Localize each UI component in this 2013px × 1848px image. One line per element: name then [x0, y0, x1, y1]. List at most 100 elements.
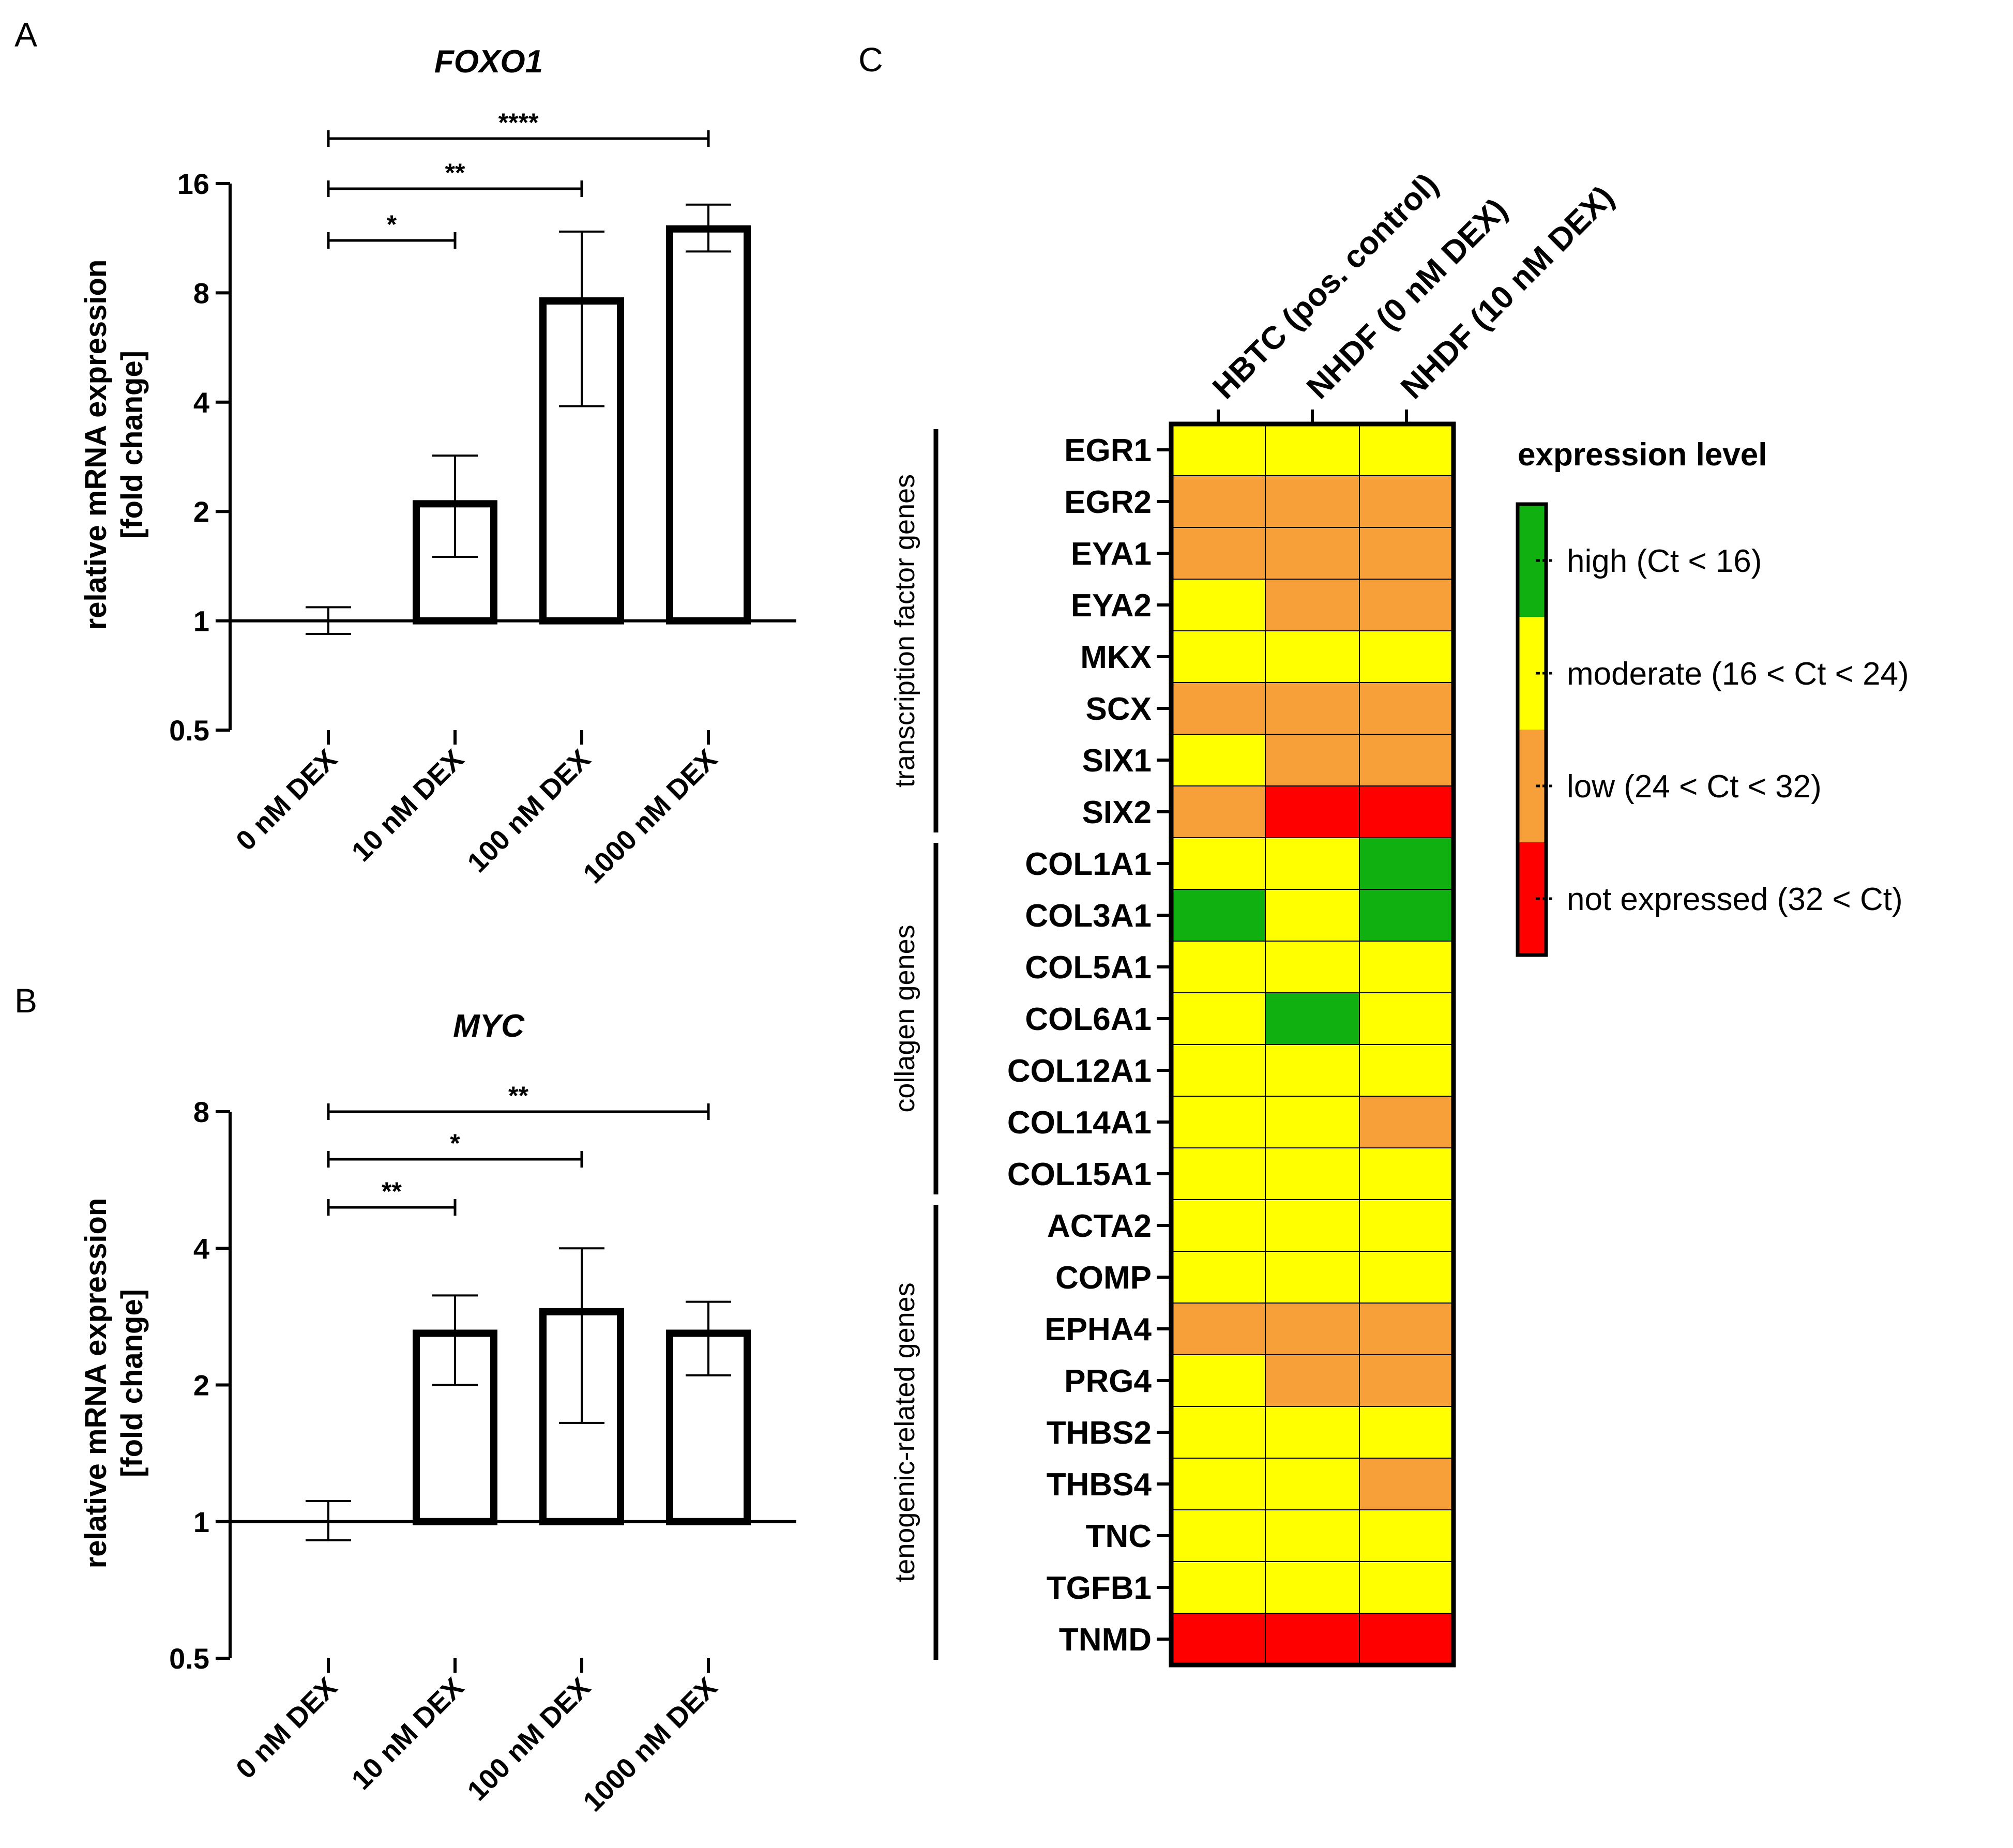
heatmap-cell [1265, 579, 1360, 631]
x-tick-label: 0 nM DEX [230, 1672, 343, 1785]
heatmap-cell [1265, 1251, 1360, 1304]
row-label: EYA2 [1071, 588, 1152, 624]
y-tick-label: 8 [193, 277, 209, 309]
heatmap-cell [1171, 1354, 1266, 1407]
heatmap-cell [1171, 1096, 1266, 1148]
x-tick-label: 100 nM DEX [461, 744, 596, 878]
x-tick-label: 1000 nM DEX [577, 1672, 723, 1817]
heatmap-cell [1171, 889, 1266, 942]
legend-swatch [1518, 730, 1546, 842]
group-label: collagen genes [889, 925, 920, 1112]
chart-title: MYC [453, 1008, 525, 1044]
y-axis-label: relative mRNA expression [79, 1198, 113, 1569]
heatmap-cell [1171, 1458, 1266, 1510]
x-tick-label: 100 nM DEX [461, 1672, 596, 1807]
heatmap-cell [1265, 889, 1360, 942]
heatmap-cell [1265, 941, 1360, 993]
row-label: THBS2 [1047, 1415, 1152, 1451]
heatmap-cell [1171, 1406, 1266, 1459]
heatmap-cell [1359, 1147, 1454, 1200]
y-tick-label: 1 [193, 1506, 209, 1538]
row-label: COL6A1 [1025, 1002, 1152, 1037]
row-label: EGR1 [1064, 433, 1152, 468]
legend-frame [1516, 502, 1548, 957]
heatmap-cell [1265, 785, 1360, 838]
heatmap-cell [1171, 1199, 1266, 1252]
legend-label: low (24 < Ct < 32) [1567, 769, 1822, 805]
heatmap-cell [1359, 1613, 1454, 1665]
chart-title: FOXO1 [434, 44, 543, 80]
heatmap-cell [1171, 734, 1266, 786]
heatmap-cell [1359, 785, 1454, 838]
row-label: COMP [1055, 1260, 1152, 1296]
row-label: MKX [1080, 640, 1152, 675]
heatmap-cell [1265, 1406, 1360, 1459]
heatmap-cell [1265, 1458, 1360, 1510]
x-tick-label: 10 nM DEX [346, 744, 470, 868]
heatmap-cell [1265, 630, 1360, 683]
heatmap-cell [1359, 1044, 1454, 1097]
chart-foxo1: FOXO1 relative mRNA expression [fold chang… [79, 44, 796, 889]
heatmap-cell [1171, 1302, 1266, 1355]
y-tick-label: 0.5 [169, 714, 209, 747]
row-label: ACTA2 [1047, 1208, 1152, 1244]
row-label: TNMD [1059, 1622, 1152, 1658]
heatmap-cell [1171, 527, 1266, 580]
row-label: COL3A1 [1025, 898, 1152, 934]
panel-label-b: B [14, 981, 37, 1020]
y-tick-label: 2 [193, 1369, 209, 1402]
heatmap-cell [1359, 1251, 1454, 1304]
y-axis-label: relative mRNA expression [79, 260, 113, 630]
heatmap-cell [1359, 941, 1454, 993]
y-tick-label: 2 [193, 495, 209, 528]
heatmap-cell [1171, 1044, 1266, 1097]
significance-label: ** [382, 1177, 402, 1206]
y-tick-label: 1 [193, 605, 209, 638]
row-label: EYA1 [1071, 536, 1152, 572]
significance-label: ** [445, 158, 465, 187]
legend-swatch [1518, 842, 1546, 955]
heatmap-cell [1359, 734, 1454, 786]
heatmap-cell [1265, 423, 1360, 476]
heatmap-cell [1171, 941, 1266, 993]
y-axis-label-units: [fold change] [115, 351, 149, 539]
legend-label: not expressed (32 < Ct) [1567, 882, 1903, 917]
row-label: COL1A1 [1025, 846, 1152, 882]
chart-myc: MYC relative mRNA expression [fold change]… [79, 1008, 796, 1817]
x-tick-label: 1000 nM DEX [577, 744, 723, 889]
heatmap-cell [1359, 1096, 1454, 1148]
heatmap-cell [1265, 1302, 1360, 1355]
bar [666, 225, 751, 625]
panel-label-c: C [858, 40, 883, 79]
y-tick-label: 16 [177, 168, 209, 200]
row-label: SIX2 [1082, 795, 1152, 830]
heatmap-cell [1265, 1613, 1360, 1665]
heatmap-cell [1359, 1354, 1454, 1407]
row-label: PRG4 [1064, 1364, 1152, 1399]
group-label: transcription factor genes [889, 474, 920, 787]
x-tick-label: 0 nM DEX [230, 744, 343, 857]
heatmap-cell [1359, 579, 1454, 631]
heatmap-cell [1171, 475, 1266, 528]
heatmap-cell [1265, 734, 1360, 786]
heatmap-cell [1265, 1044, 1360, 1097]
heatmap-cell [1359, 889, 1454, 942]
row-label: EPHA4 [1045, 1312, 1152, 1347]
row-label: TNC [1086, 1519, 1152, 1554]
heatmap-cell [1359, 1458, 1454, 1510]
heatmap-cell [1171, 579, 1266, 631]
heatmap-cell [1359, 630, 1454, 683]
heatmap-cell [1171, 682, 1266, 735]
row-label: COL14A1 [1007, 1105, 1152, 1141]
heatmap-cell [1265, 527, 1360, 580]
heatmap-cell [1265, 837, 1360, 890]
legend-swatch [1518, 617, 1546, 730]
heatmap-cell [1359, 527, 1454, 580]
heatmap-cell [1265, 1199, 1360, 1252]
heatmap-cell [1265, 475, 1360, 528]
heatmap-cell [1265, 1354, 1360, 1407]
heatmap-cell [1359, 1199, 1454, 1252]
heatmap-cell [1359, 837, 1454, 890]
row-label: SIX1 [1082, 743, 1152, 779]
